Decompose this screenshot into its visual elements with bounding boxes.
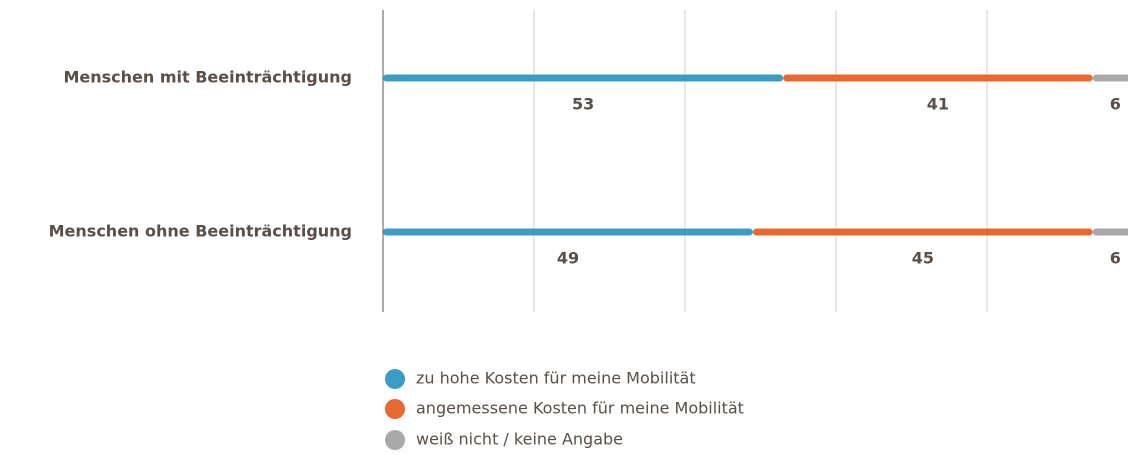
legend-label: weiß nicht / keine Angabe xyxy=(416,430,623,449)
category-label: Menschen ohne Beeinträchtigung xyxy=(49,222,352,241)
legend-swatch xyxy=(385,430,405,450)
legend-swatch xyxy=(385,369,405,389)
legend-swatch xyxy=(385,399,405,419)
value-label: 6 xyxy=(1110,95,1121,114)
value-label: 49 xyxy=(557,249,579,268)
value-label: 41 xyxy=(927,95,949,114)
legend-label: zu hohe Kosten für meine Mobilität xyxy=(416,369,696,388)
category-label: Menschen mit Beeinträchtigung xyxy=(63,68,352,87)
value-label: 45 xyxy=(912,249,934,268)
value-label: 53 xyxy=(572,95,594,114)
value-label: 6 xyxy=(1110,249,1121,268)
legend-label: angemessene Kosten für meine Mobilität xyxy=(416,399,744,418)
